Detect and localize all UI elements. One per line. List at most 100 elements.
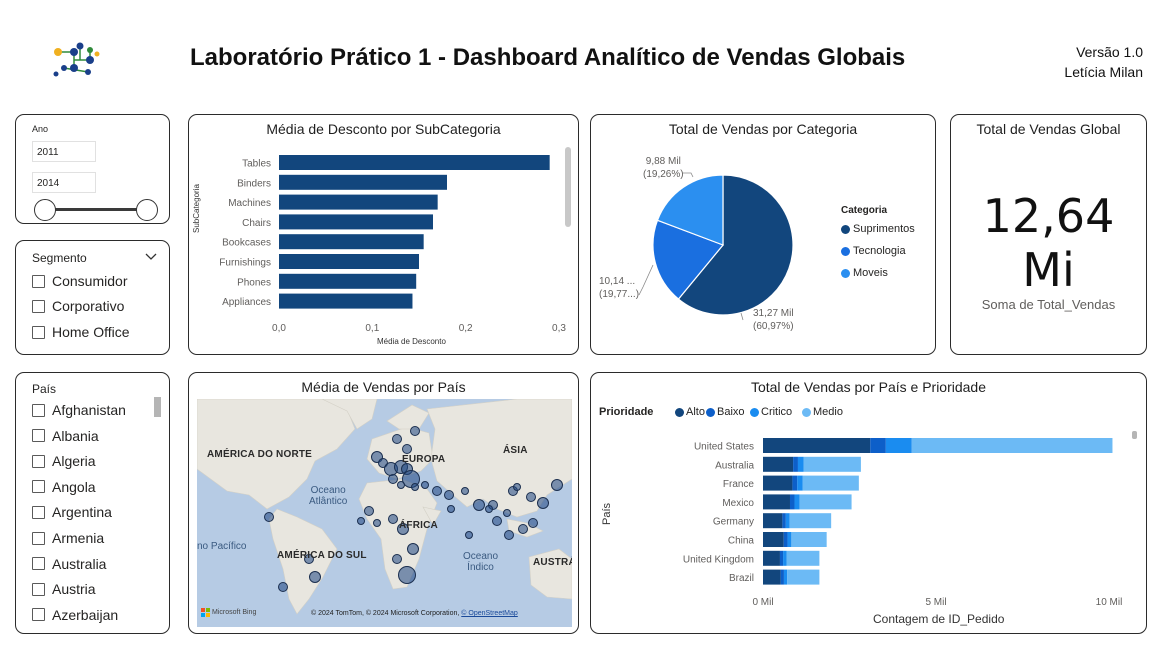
country-option[interactable]: Afghanistan <box>32 402 126 418</box>
priority-legend-item[interactable]: Baixo <box>706 406 745 418</box>
map-bubble-marker[interactable] <box>402 444 412 454</box>
map-bubble-marker[interactable] <box>537 497 549 509</box>
priority-legend-item[interactable]: Medio <box>802 406 843 418</box>
priority-bar-segment[interactable] <box>789 494 795 510</box>
year-range-handle-start[interactable] <box>34 199 56 221</box>
priority-bar-segment[interactable] <box>786 550 820 566</box>
country-option[interactable]: Albania <box>32 428 99 444</box>
priority-bar-segment[interactable] <box>763 475 793 491</box>
openstreetmap-link[interactable]: © OpenStreetMap <box>461 610 518 617</box>
map-bubble-marker[interactable] <box>388 474 398 484</box>
map-bubble-marker[interactable] <box>407 543 419 555</box>
map-bubble-marker[interactable] <box>397 523 409 535</box>
priority-bar-segment[interactable] <box>763 569 781 585</box>
priority-bar-segment[interactable] <box>763 456 794 472</box>
priority-bar-segment[interactable] <box>799 494 852 510</box>
priority-bar-segment[interactable] <box>782 513 786 529</box>
country-option[interactable]: Armenia <box>32 530 104 546</box>
map-bubble-marker[interactable] <box>388 514 398 524</box>
map-bubble-marker[interactable] <box>397 481 405 489</box>
map-bubble-marker[interactable] <box>465 531 473 539</box>
priority-chart-scrollbar[interactable] <box>1132 431 1137 439</box>
priority-bar-segment[interactable] <box>783 569 788 585</box>
pie-slice[interactable] <box>677 174 794 316</box>
priority-bar-segment[interactable] <box>802 475 859 491</box>
checkbox[interactable] <box>32 480 45 494</box>
priority-bar-segment[interactable] <box>792 475 798 491</box>
map-bubble-marker[interactable] <box>503 509 511 517</box>
priority-bar-segment[interactable] <box>789 513 832 529</box>
priority-bar-segment[interactable] <box>885 438 912 453</box>
country-option[interactable]: Angola <box>32 479 96 495</box>
map-bubble-marker[interactable] <box>513 483 521 491</box>
priority-bar-segment[interactable] <box>783 550 787 566</box>
discount-bar[interactable] <box>279 155 550 170</box>
map-bubble-marker[interactable] <box>364 506 374 516</box>
map-bubble-marker[interactable] <box>398 566 416 584</box>
country-option[interactable]: Algeria <box>32 453 96 469</box>
map-bubble-marker[interactable] <box>264 512 274 522</box>
priority-bar-segment[interactable] <box>791 532 827 547</box>
map-bubble-marker[interactable] <box>528 518 538 528</box>
checkbox[interactable] <box>32 274 45 288</box>
priority-bar-segment[interactable] <box>763 532 784 547</box>
map-bubble-marker[interactable] <box>357 517 365 525</box>
discount-bar[interactable] <box>279 234 424 250</box>
priority-bar-segment[interactable] <box>803 456 861 472</box>
year-start-input[interactable]: 2011 <box>32 141 96 162</box>
map-bubble-marker[interactable] <box>492 516 502 526</box>
pie-slice[interactable] <box>652 219 724 300</box>
priority-bar-segment[interactable] <box>787 569 820 585</box>
map-bubble-marker[interactable] <box>411 483 419 491</box>
priority-bar-segment[interactable] <box>783 532 788 547</box>
map-bubble-marker[interactable] <box>444 490 454 500</box>
priority-bar-segment[interactable] <box>870 438 886 453</box>
checkbox[interactable] <box>32 429 45 443</box>
priority-bar-segment[interactable] <box>797 475 803 491</box>
map-bubble-marker[interactable] <box>551 479 563 491</box>
discount-bar[interactable] <box>279 214 433 230</box>
country-option[interactable]: Azerbaijan <box>32 607 118 623</box>
map-bubble-marker[interactable] <box>447 505 455 513</box>
pie-slice[interactable] <box>656 174 724 246</box>
discount-chart-scrollbar[interactable] <box>565 147 571 227</box>
checkbox[interactable] <box>32 505 45 519</box>
discount-bar[interactable] <box>279 174 447 190</box>
country-option[interactable]: Australia <box>32 556 106 572</box>
priority-bar-segment[interactable] <box>911 438 1113 453</box>
discount-bar[interactable] <box>279 293 413 309</box>
discount-bar[interactable] <box>279 254 419 269</box>
map-bubble-marker[interactable] <box>392 434 402 444</box>
year-end-input[interactable]: 2014 <box>32 172 96 193</box>
checkbox[interactable] <box>32 608 45 622</box>
map-bubble-marker[interactable] <box>421 481 429 489</box>
chevron-down-icon[interactable] <box>145 250 157 262</box>
map-bubble-marker[interactable] <box>373 519 381 527</box>
checkbox[interactable] <box>32 403 45 417</box>
priority-legend-item[interactable]: Alto <box>675 406 705 418</box>
category-legend-item[interactable]: Tecnologia <box>841 245 906 257</box>
category-legend-item[interactable]: Moveis <box>841 267 888 279</box>
map-bubble-marker[interactable] <box>410 426 420 436</box>
country-list-scrollbar[interactable] <box>154 397 161 417</box>
category-legend-item[interactable]: Suprimentos <box>841 223 915 235</box>
map-bubble-marker[interactable] <box>461 487 469 495</box>
map-bubble-marker[interactable] <box>278 582 288 592</box>
map-bubble-marker[interactable] <box>432 486 442 496</box>
segment-option[interactable]: Corporativo <box>32 298 124 314</box>
country-option[interactable]: Argentina <box>32 504 112 520</box>
map-bubble-marker[interactable] <box>473 499 485 511</box>
world-map[interactable]: AMÉRICA DO NORTE EUROPA ÁSIA ÁFRICA AMÉR… <box>197 399 572 627</box>
map-bubble-marker[interactable] <box>309 571 321 583</box>
checkbox[interactable] <box>32 531 45 545</box>
priority-bar-segment[interactable] <box>763 438 871 453</box>
priority-bar-segment[interactable] <box>794 494 800 510</box>
discount-bar[interactable] <box>279 273 417 289</box>
priority-bar-segment[interactable] <box>779 550 784 566</box>
priority-bar-segment[interactable] <box>763 513 783 529</box>
discount-bar[interactable] <box>279 194 438 210</box>
priority-bar-segment[interactable] <box>785 513 790 529</box>
checkbox[interactable] <box>32 582 45 596</box>
map-bubble-marker[interactable] <box>504 530 514 540</box>
map-bubble-marker[interactable] <box>485 505 493 513</box>
